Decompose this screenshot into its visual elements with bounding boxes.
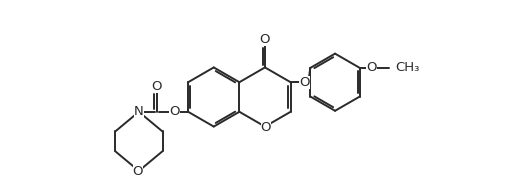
- Text: O: O: [132, 165, 143, 178]
- Text: O: O: [261, 121, 271, 134]
- Text: O: O: [299, 76, 310, 89]
- Text: O: O: [367, 61, 377, 74]
- Text: N: N: [134, 105, 144, 118]
- Text: O: O: [169, 105, 180, 118]
- Text: CH₃: CH₃: [395, 61, 420, 74]
- Text: O: O: [152, 80, 162, 93]
- Text: O: O: [260, 33, 270, 46]
